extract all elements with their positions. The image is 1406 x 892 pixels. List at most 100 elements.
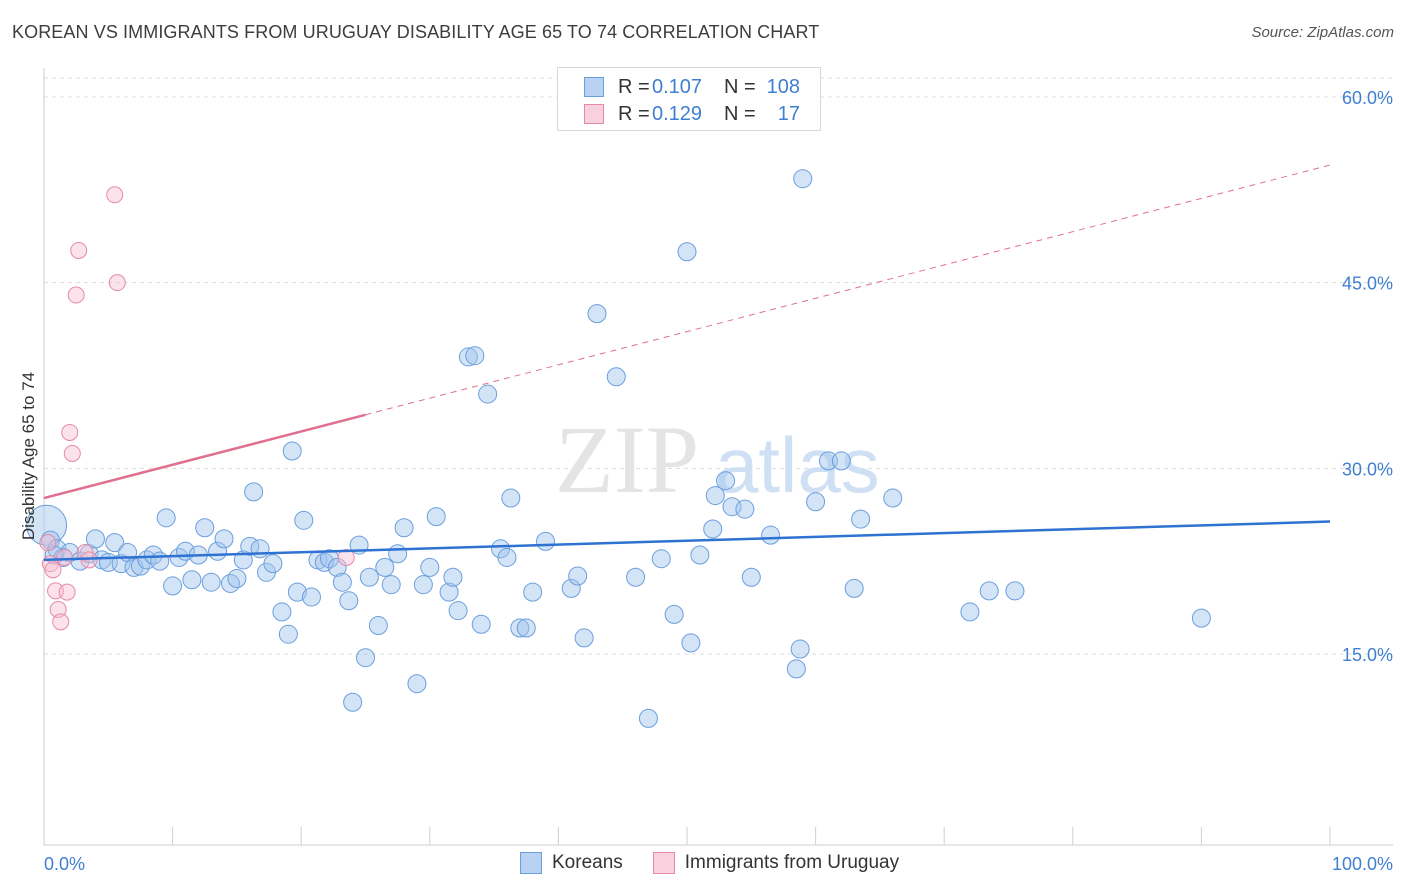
korean-point — [407, 674, 427, 694]
korean-point — [471, 614, 491, 634]
uruguay-point — [56, 548, 74, 566]
korean-point — [568, 566, 588, 586]
korean-point — [690, 545, 710, 565]
korean-point — [359, 567, 379, 587]
korean-point — [478, 384, 498, 404]
korean-point — [443, 567, 463, 587]
korean-point — [413, 575, 433, 595]
legend-row-uruguay: R = 0.129 N = 17 — [584, 102, 800, 126]
uruguay-points — [39, 186, 355, 631]
uruguay-point — [52, 613, 70, 631]
korean-point — [227, 568, 247, 588]
korean-point — [786, 659, 806, 679]
korean-point — [510, 618, 530, 638]
chart-title: KOREAN VS IMMIGRANTS FROM URUGUAY DISABI… — [12, 22, 820, 42]
korean-point — [851, 509, 871, 529]
korean-point — [883, 488, 903, 508]
korean-point — [426, 507, 446, 527]
legend-n-value: 108 — [766, 75, 800, 98]
y-tick-label: 30.0% — [1342, 459, 1393, 479]
korean-point — [587, 304, 607, 324]
korean-point — [465, 346, 485, 366]
tick-labels: 15.0% 30.0% 45.0% 60.0% 0.0% 100.0% — [44, 88, 1393, 874]
trend-lines — [43, 164, 1331, 562]
watermark-zip: ZIP — [555, 406, 699, 513]
korean-point — [960, 602, 980, 622]
korean-point — [375, 557, 395, 577]
korean-point — [282, 441, 302, 461]
legend-item-uruguay: Immigrants from Uruguay — [652, 852, 900, 874]
korean-point — [356, 648, 375, 668]
korean-point — [793, 169, 813, 189]
korean-point — [244, 482, 264, 502]
uruguay-trend-extension — [365, 164, 1331, 416]
uruguay-point — [67, 286, 85, 304]
korean-point — [458, 347, 478, 367]
korean-point — [439, 582, 459, 602]
y-tick-label: 60.0% — [1342, 88, 1393, 108]
korean-point — [339, 591, 359, 611]
legend-label-uruguay: Immigrants from Uruguay — [684, 852, 900, 873]
korean-point — [681, 633, 701, 653]
uruguay-point — [58, 583, 76, 601]
korean-point — [606, 367, 626, 387]
legend-n-value: 17 — [777, 102, 800, 125]
korean-point — [250, 539, 270, 559]
korean-point — [394, 518, 414, 538]
y-tick-label: 45.0% — [1342, 274, 1393, 294]
korean-point — [26, 504, 68, 546]
korean-point — [201, 572, 221, 592]
uruguay-point — [106, 186, 124, 204]
uruguay-point — [61, 423, 79, 441]
korean-point — [301, 587, 321, 607]
korean-point — [420, 557, 440, 577]
korean-point — [831, 451, 851, 471]
korean-point — [327, 557, 347, 577]
korean-point — [574, 628, 594, 648]
korean-point — [761, 525, 781, 545]
korean-point — [516, 618, 536, 638]
korean-point — [705, 486, 725, 506]
axes — [43, 68, 1393, 846]
koreans-points — [26, 169, 1211, 728]
korean-point — [85, 529, 105, 549]
korean-point — [111, 554, 131, 574]
korean-point — [651, 549, 671, 569]
korean-point — [272, 602, 292, 622]
legend-r-label: R = — [618, 102, 650, 125]
y-axis-label: Disability Age 65 to 74 — [19, 372, 38, 540]
korean-point — [150, 551, 170, 571]
uruguay-point — [70, 241, 88, 259]
legend-swatch-uruguay — [652, 852, 675, 874]
korean-point — [332, 572, 352, 592]
koreans-trend-line — [43, 520, 1331, 562]
korean-point — [638, 708, 658, 728]
korean-point — [979, 581, 999, 601]
legend-n-label: N = — [724, 102, 756, 125]
korean-point — [214, 529, 234, 549]
korean-point — [626, 567, 646, 587]
korean-point — [163, 576, 183, 596]
legend-item-koreans: Koreans — [520, 852, 623, 874]
legend-n-label: N = — [724, 75, 756, 98]
legend-label-koreans: Koreans — [552, 852, 623, 873]
uruguay-point — [337, 548, 355, 566]
x-tick-label: 100.0% — [1332, 854, 1393, 874]
korean-point — [294, 510, 314, 530]
series-legend: Koreans Immigrants from Uruguay — [520, 852, 929, 874]
korean-point — [735, 499, 755, 519]
x-tick-label: 0.0% — [44, 854, 85, 874]
legend-r-label: R = — [618, 75, 650, 98]
legend-swatch-koreans — [584, 77, 604, 97]
korean-point — [501, 488, 521, 508]
korean-point — [368, 616, 388, 636]
korean-point — [523, 582, 543, 602]
y-tick-label: 15.0% — [1342, 645, 1393, 665]
korean-point — [806, 492, 826, 512]
legend-swatch-koreans — [520, 852, 542, 874]
korean-point — [278, 624, 298, 644]
korean-point — [497, 547, 517, 567]
korean-point — [343, 692, 363, 712]
legend-r-value: 0.107 — [652, 75, 703, 98]
korean-point — [844, 578, 864, 598]
